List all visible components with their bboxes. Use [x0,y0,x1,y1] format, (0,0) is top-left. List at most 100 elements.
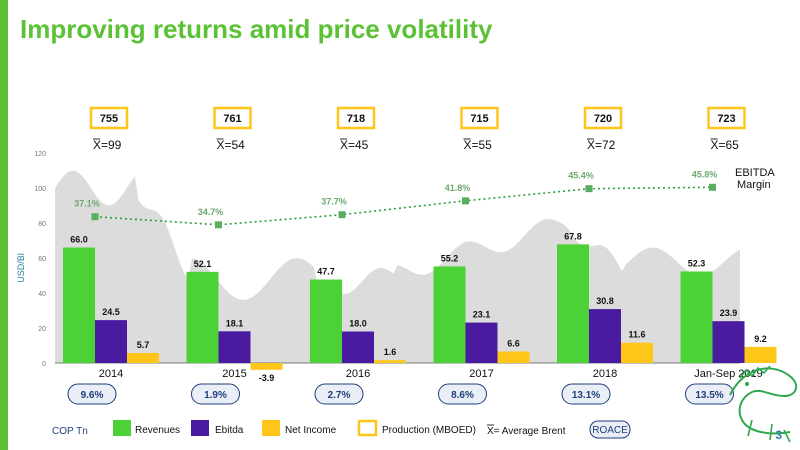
ebitda-margin-label: 37.1% [74,199,100,209]
legend-swatch [191,420,209,436]
x-tick-label: 2018 [593,368,617,380]
bar-net-income [127,353,159,363]
bar-value-label: 66.0 [70,235,88,245]
accent-bar [0,0,8,450]
production-box [89,106,129,130]
production-value: 718 [347,113,365,125]
bar-ebitda [712,321,745,363]
x-tick-label: 2017 [469,368,493,380]
bar-value-label: 67.8 [564,231,582,241]
page-title: Improving returns amid price volatility [20,14,493,44]
ebitda-margin-point [585,185,593,193]
bar-value-label: 11.6 [628,330,645,340]
legend-swatch [262,420,280,436]
ebitda-margin-label: EBITDA Margin [735,167,775,191]
roace-value: 13.5% [695,390,723,401]
iguana-logo [729,367,798,435]
ebitda-margin-label: 41.8% [445,183,471,193]
roace-value: 2.7% [328,390,351,401]
bar-net-income [497,351,530,363]
legend-label: Net Income [285,425,337,436]
ebitda-margin-label: 37.7% [321,197,347,207]
roace-pill [314,383,364,405]
bar-value-label: 23.1 [473,310,491,320]
average-brent-label: X=55 [464,138,493,152]
production-box [707,106,746,130]
legend-swatch [113,420,131,436]
bar-value-label: -3.9 [259,373,275,383]
iguana-logo-crest [739,365,771,379]
ebitda-margin-point [709,183,716,191]
y-tick-label: 120 [34,151,46,158]
legend-prefix: COP Tn [52,426,88,437]
bar-value-label: 6.6 [507,338,520,348]
roace-value: 1.9% [204,390,227,401]
ebitda-margin-point [215,221,222,229]
roace-value: 9.6% [81,390,104,401]
legend-roace-pill [589,420,631,439]
roace-pill [191,383,240,405]
ebitda-margin-label: 45.8% [692,169,718,179]
y-axis-label: USD/Bl [16,253,26,283]
bar-revenues [557,244,589,363]
bar-value-label: 52.3 [688,258,706,268]
y-tick-label: 20 [38,326,46,333]
ebitda-margin-point [462,197,469,205]
roace-pill [561,383,611,405]
ebitda-margin-point [338,211,346,219]
roace-pill [685,383,734,405]
average-brent-label: X=72 [587,138,616,152]
average-brent-label: X=65 [711,138,740,152]
bar-value-label: 30.8 [596,296,614,306]
bar-value-label: 5.7 [137,340,150,350]
bar-value-label: 55.2 [441,253,459,263]
bar-value-label: 18.0 [349,319,367,329]
bar-ebitda [342,331,374,363]
production-box [583,106,623,130]
x-tick-label: Jan-Sep 2019 [694,368,763,380]
bar-net-income [250,363,283,370]
bar-value-label: 9.2 [754,334,767,344]
bar-value-label: 24.5 [102,307,120,317]
iguana-logo-eye [745,382,749,386]
roace-pill [438,383,487,405]
legend-label: Production (MBOED) [382,425,476,436]
ebitda-margin-label-line1: EBITDA [735,167,775,179]
roace-value: 13.1% [572,390,600,401]
bar-revenues [680,271,713,363]
production-box [336,106,376,130]
bar-revenues [186,271,219,363]
legend-label: Revenues [135,425,180,436]
ebitda-margin-line [94,186,713,226]
y-tick-label: 0 [42,361,46,368]
ebitda-margin-label-line2: Margin [737,179,771,191]
bar-ebitda [218,331,251,363]
roace-pill [67,383,117,405]
production-value: 715 [470,113,488,125]
production-value: 761 [223,113,241,125]
page-number: 3 [775,428,782,442]
average-brent-label: X=45 [340,138,369,152]
bar-revenues [433,266,466,363]
production-value: 755 [100,113,118,125]
bar-revenues [63,247,95,363]
legend-swatch-production [357,419,378,437]
legend-label: Ebitda [215,425,244,436]
y-tick-label: 100 [34,186,46,193]
bar-revenues [310,279,342,363]
ebitda-margin-label: 45.4% [568,171,594,181]
ebitda-margin-point [91,213,99,221]
bar-net-income [374,360,406,363]
bar-value-label: 23.9 [720,308,738,318]
production-box [213,106,252,130]
bar-ebitda [95,320,127,363]
bar-net-income [744,346,777,363]
production-value: 720 [594,113,612,125]
bar-value-label: 1.6 [384,347,397,357]
y-tick-label: 80 [38,221,46,228]
legend-label-roace: ROACE [592,425,628,436]
y-tick-label: 60 [38,256,46,263]
x-tick-label: 2014 [99,368,123,380]
bar-net-income [621,342,653,363]
